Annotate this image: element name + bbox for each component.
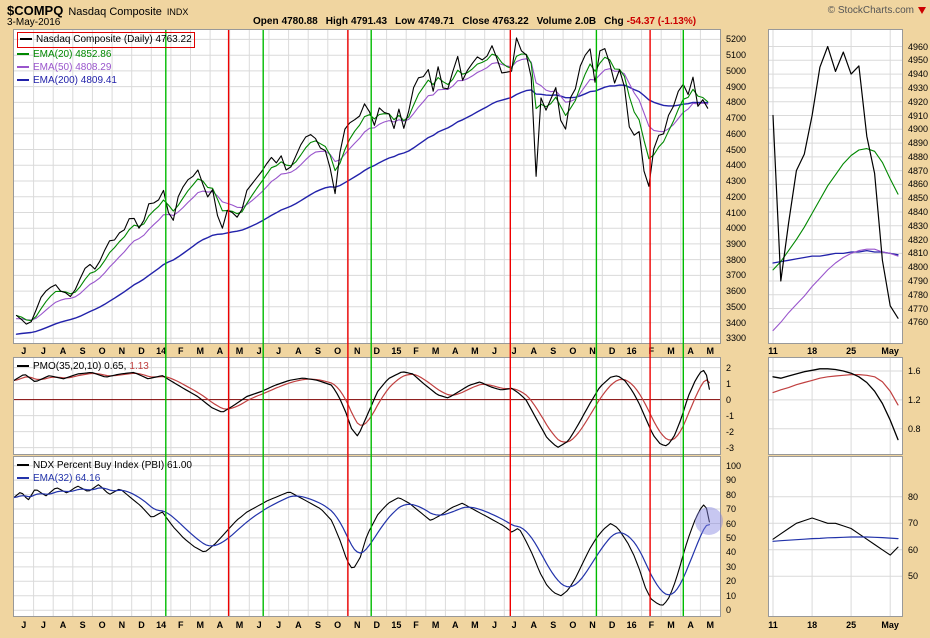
ema200-dash	[17, 79, 29, 82]
ema50-dash	[17, 66, 29, 69]
mini-x-axis-top: 11 18 25 May	[768, 346, 899, 356]
price-legend-label: Nasdaq Composite (Daily) 4763.22	[36, 34, 192, 45]
pbi-mini-panel	[768, 456, 903, 617]
symbol-ticker: $COMPQ	[7, 3, 64, 18]
ema50-legend-row: EMA(50) 4808.29	[17, 61, 195, 74]
pbi-mini-chart	[769, 457, 902, 616]
quote-bar: Open 4780.88 High 4791.43 Low 4749.71 Close…	[253, 16, 696, 27]
open-value: 4780.88	[281, 16, 318, 27]
ema20-legend-row: EMA(20) 4852.86	[17, 48, 195, 61]
price-legend: Nasdaq Composite (Daily) 4763.22 EMA(20)…	[17, 32, 195, 87]
pmo-legend-label: PMO(35,20,10) 0.65,	[33, 361, 127, 372]
mini-price-y-axis: 4960 4950 4940 4930 4920 4910 4900 4890 4880 4870…	[908, 41, 929, 328]
close-value: 4763.22	[492, 16, 529, 27]
pbi-legend-label: NDX Percent Buy Index (PBI) 61.00	[33, 460, 192, 471]
pbi-legend: NDX Percent Buy Index (PBI) 61.00 EMA(32…	[17, 459, 192, 485]
volume-label: Volume	[536, 16, 573, 27]
ema50-legend-label: EMA(50) 4808.29	[33, 62, 112, 73]
high-label: High	[325, 16, 348, 27]
mini-x-axis-bottom: 11 18 25 May	[768, 620, 899, 630]
price-legend-main-row: Nasdaq Composite (Daily) 4763.22	[17, 32, 195, 48]
low-label: Low	[395, 16, 416, 27]
pbi-legend-row: NDX Percent Buy Index (PBI) 61.00	[17, 459, 192, 472]
close-label: Close	[462, 16, 490, 27]
ema20-legend-label: EMA(20) 4852.86	[33, 49, 112, 60]
price-y-axis: 5200 5100 5000 4900 4800 4700 4600 4500 4400 4300…	[726, 34, 747, 344]
price-mini-panel	[768, 29, 903, 344]
pbi-panel	[13, 456, 721, 617]
pbi-highlight-circle	[695, 506, 724, 535]
menu-arrow-icon[interactable]	[918, 7, 926, 14]
pmo-legend-row: PMO(35,20,10) 0.65, 1.13	[17, 360, 149, 373]
high-value: 4791.43	[350, 16, 388, 27]
chg-label: Chg	[604, 16, 624, 27]
pmo-dash	[17, 365, 29, 368]
pmo-chart	[14, 358, 720, 454]
pmo-panel	[13, 357, 721, 455]
chart-header: $COMPQ Nasdaq Composite INDX	[7, 3, 188, 18]
chart-date: 3-May-2016	[7, 17, 61, 28]
price-mini-chart	[769, 30, 902, 343]
pmo-signal-value: 1.13	[129, 361, 149, 372]
price-legend-highlight-box: Nasdaq Composite (Daily) 4763.22	[17, 32, 195, 48]
pbi-ema-dash	[17, 477, 29, 480]
pmo-mini-chart	[769, 358, 902, 454]
pmo-y-axis: 2 1 0 -1 -2 -3	[726, 362, 735, 453]
symbol-name: Nasdaq Composite	[68, 6, 162, 18]
price-chart	[14, 30, 720, 343]
x-axis-months-bottom: J J A S O N D 14 F M A M J J A S O N D 15 F M A M J J A S O N D 16 F M A M	[21, 620, 714, 630]
chg-value: -54.37 (-1.13%)	[626, 16, 697, 27]
low-value: 4749.71	[418, 16, 455, 27]
pbi-ema-legend-row: EMA(32) 64.16	[17, 472, 192, 485]
pbi-chart	[14, 457, 720, 616]
ema20-dash	[17, 53, 29, 56]
price-series-dash	[20, 38, 32, 41]
pbi-dash	[17, 464, 29, 467]
volume-value: 2.0B	[575, 16, 597, 27]
pbi-y-axis: 100 90 80 70 60 50 40 30 20 10 0	[726, 460, 742, 616]
exchange-label: INDX	[166, 7, 189, 17]
price-panel	[13, 29, 721, 344]
copyright-watermark: © StockCharts.com	[827, 5, 914, 16]
pmo-mini-panel	[768, 357, 903, 455]
mini-pmo-y-axis: 1.6 1.2 0.8	[908, 366, 921, 434]
mini-pbi-y-axis: 80 70 60 50	[908, 491, 919, 582]
x-axis-months-top: J J A S O N D 14 F M A M J J A S O N D 15 F M A M J J A S O N D 16 F M A M	[21, 346, 714, 356]
pbi-ema-legend-label: EMA(32) 64.16	[33, 473, 101, 484]
ema200-legend-row: EMA(200) 4809.41	[17, 74, 195, 87]
ema200-legend-label: EMA(200) 4809.41	[33, 75, 117, 86]
pmo-legend: PMO(35,20,10) 0.65, 1.13	[17, 360, 149, 373]
open-label: Open	[253, 16, 279, 27]
